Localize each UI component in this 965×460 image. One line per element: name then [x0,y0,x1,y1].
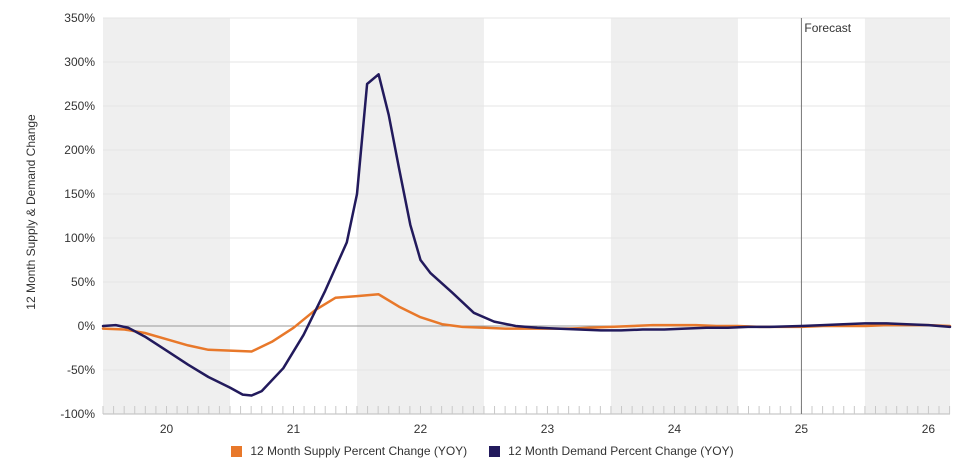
y-tick-label: -100% [60,407,95,421]
shade-band-26 [864,18,950,414]
y-tick-label: -50% [67,363,95,377]
y-tick-label: 200% [64,143,95,157]
x-tick-label: 21 [287,422,301,436]
x-tick-label: 22 [414,422,428,436]
legend-item-supply[interactable]: 12 Month Supply Percent Change (YOY) [231,444,467,458]
shade-band-20 [103,18,230,414]
y-tick-label: 250% [64,99,95,113]
forecast-label: Forecast [804,21,851,35]
x-tick-label: 25 [795,422,809,436]
series-line-demand [101,73,952,397]
x-axis: 20 21 22 23 24 25 26 [102,406,951,436]
legend-label-supply: 12 Month Supply Percent Change (YOY) [250,444,468,458]
shade-band-24 [610,18,738,414]
y-tick-label: 50% [71,275,95,289]
y-tick-label: 350% [64,11,95,25]
legend: 12 Month Supply Percent Change (YOY) 12 … [0,444,965,458]
legend-swatch-demand [489,445,501,457]
series-lines [101,73,952,397]
legend-label-demand: 12 Month Demand Percent Change (YOY) [508,444,734,458]
x-tick-label: 20 [160,422,174,436]
legend-swatch-supply [231,445,243,457]
x-tick-label: 24 [668,422,682,436]
y-tick-label: 100% [64,231,95,245]
x-tick-label: 26 [922,422,936,436]
legend-item-demand[interactable]: 12 Month Demand Percent Change (YOY) [489,444,734,458]
y-axis-title: 12 Month Supply & Demand Change [24,114,38,310]
shade-band-22 [356,18,484,414]
year-shading [103,18,950,414]
y-tick-label: 300% [64,55,95,69]
series-line-supply [101,293,952,353]
x-tick-label: 23 [541,422,555,436]
forecast-marker: Forecast [800,18,852,414]
gridlines [103,17,950,371]
y-tick-label: 0% [78,319,96,333]
y-tick-label: 150% [64,187,95,201]
y-axis: -100% -50% 0% 50% 100% 150% 200% 250% 300% 350% [60,11,95,421]
